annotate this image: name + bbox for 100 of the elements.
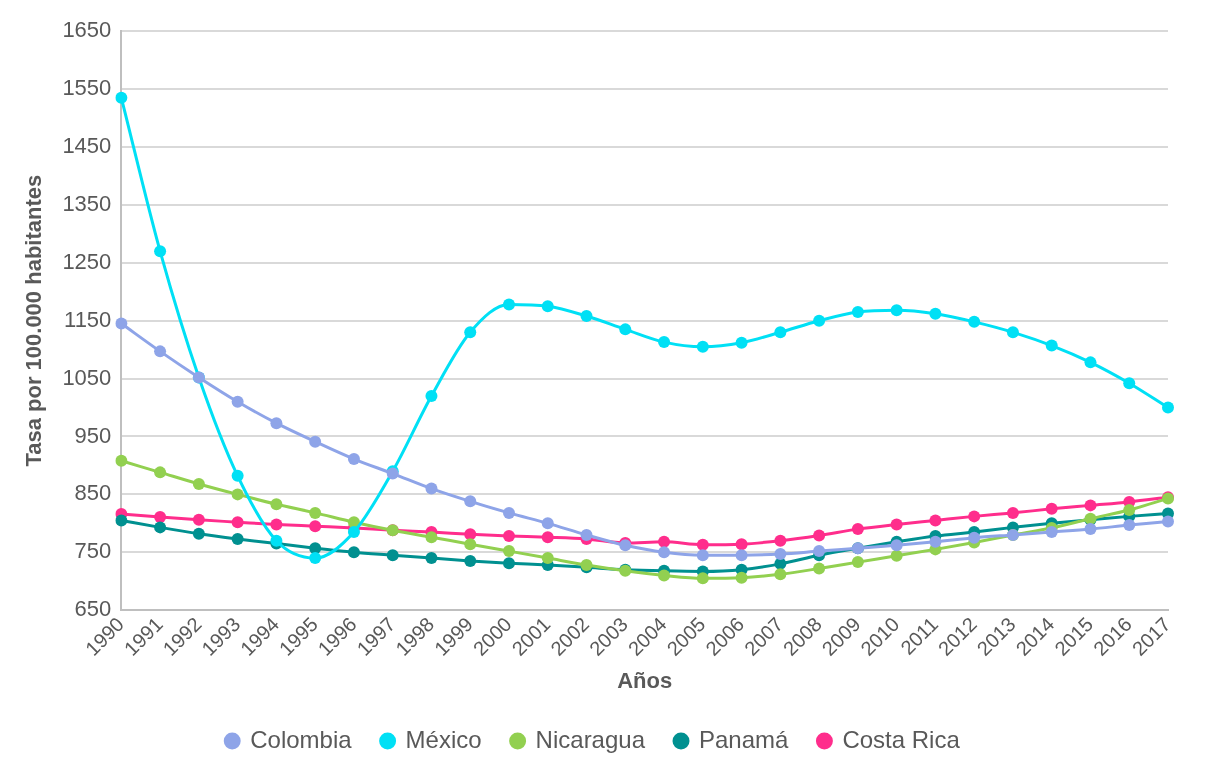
point [425,552,438,565]
point [1123,377,1136,390]
point [115,317,128,330]
point [541,300,554,313]
point [1045,339,1058,352]
point [1006,506,1019,519]
point [658,546,671,559]
point [502,557,515,570]
point [1006,326,1019,339]
point [231,469,244,482]
y-axis-title: Tasa por 100.000 habitantes [21,174,47,467]
point [1084,499,1097,512]
legend-label: Panamá [699,725,790,753]
y-tick-label: 1550 [62,75,112,101]
legend-label: Colombia [250,725,353,753]
point [464,495,477,508]
point [813,314,826,327]
point [347,526,360,539]
legend-label: Nicaragua [535,725,646,753]
point [813,529,826,542]
point [425,389,438,402]
point [658,336,671,349]
point [309,506,322,519]
point [464,326,477,339]
point [231,395,244,408]
point [154,245,167,258]
point [890,304,903,317]
point [929,307,942,320]
point [464,538,477,551]
point [968,510,981,523]
point [541,531,554,544]
point [154,510,167,523]
point [1162,515,1174,528]
point [231,516,244,529]
point [929,514,942,527]
x-axis-title: Años [617,667,673,693]
legend-label: México [405,725,482,753]
point [347,453,360,466]
y-tick-label: 850 [74,480,112,506]
point [774,548,787,561]
point [231,488,244,501]
point [541,552,554,565]
point [696,340,709,353]
point [270,417,283,430]
point [774,568,787,581]
point [735,549,748,562]
point [154,345,167,358]
point [696,549,709,562]
point [774,326,787,339]
point [115,454,128,467]
point [386,549,399,562]
point [735,336,748,349]
y-tick-label: 1150 [64,306,112,332]
point [851,556,864,569]
point [425,482,438,495]
point [192,527,205,540]
y-tick-label: 750 [74,538,112,564]
point [968,531,981,544]
point [502,530,515,543]
point [309,435,322,448]
point [658,535,671,548]
point [192,513,205,526]
point [890,549,903,562]
point [851,523,864,536]
point [735,538,748,551]
point [696,572,709,585]
point [851,306,864,318]
y-tick-label: 950 [74,422,112,448]
point [1045,502,1058,515]
point [425,531,438,544]
point [115,91,128,104]
point [464,554,477,567]
point [347,546,360,559]
y-tick-label: 1250 [62,248,112,274]
point [309,552,322,565]
point [541,517,554,530]
point [309,520,322,533]
point [813,562,826,575]
point [270,518,283,531]
point [502,545,515,558]
point [154,466,167,479]
point [1084,356,1097,369]
point [580,310,593,323]
y-tick-label: 1450 [62,133,112,159]
point [502,298,515,311]
point [813,545,826,558]
point [154,521,167,534]
y-tick-label: 1650 [62,17,112,43]
point [1123,504,1136,517]
point [1084,523,1097,536]
point [1123,519,1136,532]
point [658,569,671,582]
legend-label: Costa Rica [842,725,961,753]
point [890,539,903,552]
point [502,506,515,519]
y-tick-label: 1050 [62,364,112,390]
point [890,518,903,531]
point [774,534,787,547]
point [115,514,128,527]
point [929,535,942,548]
